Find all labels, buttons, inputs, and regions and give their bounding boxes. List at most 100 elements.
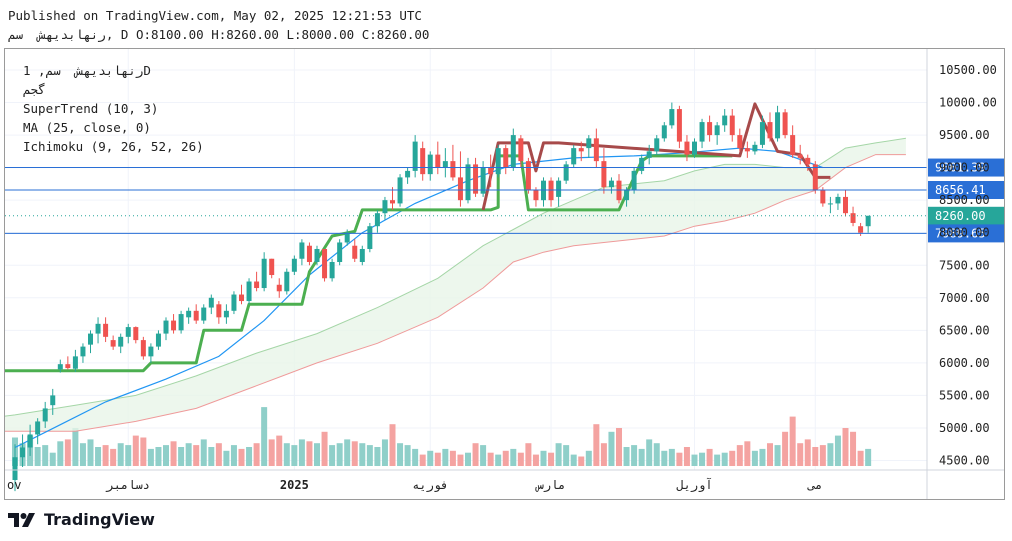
candle-body[interactable] (382, 200, 388, 214)
candle-body[interactable] (835, 196, 841, 204)
candle-body[interactable] (306, 245, 312, 262)
candle-body[interactable] (12, 457, 18, 481)
candle-body[interactable] (782, 112, 788, 136)
candle-body[interactable] (601, 161, 607, 188)
candle-body[interactable] (359, 248, 365, 262)
candle-body[interactable] (790, 135, 796, 155)
candle-body[interactable] (291, 258, 297, 272)
candle-body[interactable] (367, 226, 373, 249)
legend-supertrend[interactable]: SuperTrend (10, 3) (23, 101, 159, 116)
candle-body[interactable] (473, 164, 479, 194)
candle-body[interactable] (118, 336, 124, 347)
candle-body[interactable] (27, 434, 33, 448)
candle-body[interactable] (352, 245, 358, 259)
candle-body[interactable] (65, 364, 71, 369)
candle-body[interactable] (699, 122, 705, 142)
candle-body[interactable] (20, 447, 26, 458)
candle-body[interactable] (269, 258, 275, 276)
candle-body[interactable] (171, 320, 177, 331)
candle-body[interactable] (35, 421, 41, 435)
candle-body[interactable] (216, 304, 222, 318)
candle-body[interactable] (110, 340, 116, 347)
candle-body[interactable] (337, 242, 343, 262)
candle-body[interactable] (254, 281, 260, 289)
candle-body[interactable] (759, 122, 765, 145)
candle-body[interactable] (624, 190, 630, 201)
candle-body[interactable] (276, 284, 282, 292)
candle-body[interactable] (246, 281, 252, 302)
candle-body[interactable] (684, 141, 690, 155)
candle-body[interactable] (646, 151, 652, 158)
candle-body[interactable] (752, 144, 758, 152)
candle-body[interactable] (193, 310, 199, 321)
candle-body[interactable] (186, 310, 192, 318)
candle-body[interactable] (95, 323, 101, 334)
candle-body[interactable] (707, 122, 713, 136)
candle-body[interactable] (163, 320, 169, 334)
candle-body[interactable] (57, 364, 63, 370)
candle-body[interactable] (201, 307, 207, 321)
candle-body[interactable] (533, 190, 539, 201)
candle-body[interactable] (639, 157, 645, 171)
candle-body[interactable] (865, 215, 871, 227)
legend-ma[interactable]: MA (25, close, 0) (23, 120, 151, 135)
candle-body[interactable] (344, 232, 350, 243)
candle-body[interactable] (843, 196, 848, 214)
candle-body[interactable] (518, 138, 524, 162)
candle-body[interactable] (586, 138, 592, 149)
candle-body[interactable] (435, 154, 441, 168)
candle-body[interactable] (457, 177, 463, 201)
candle-body[interactable] (125, 327, 131, 337)
tradingview-logo[interactable]: TradingView (8, 510, 155, 529)
candle-body[interactable] (420, 148, 426, 175)
candle-body[interactable] (465, 164, 471, 201)
candle-body[interactable] (427, 154, 433, 175)
candle-body[interactable] (858, 226, 864, 233)
candle-body[interactable] (80, 346, 86, 357)
candle-body[interactable] (231, 294, 237, 311)
candle-body[interactable] (797, 154, 803, 158)
candle-body[interactable] (812, 164, 818, 191)
candle-body[interactable] (140, 340, 146, 357)
candle-body[interactable] (88, 333, 93, 345)
candle-body[interactable] (775, 112, 781, 139)
candle-body[interactable] (208, 297, 214, 308)
candle-body[interactable] (390, 200, 395, 204)
candle-body[interactable] (737, 135, 743, 149)
candle-body[interactable] (722, 115, 728, 126)
candle-body[interactable] (593, 138, 599, 162)
candle-body[interactable] (314, 248, 320, 262)
candle-body[interactable] (42, 408, 48, 422)
candle-body[interactable] (178, 314, 184, 331)
candle-body[interactable] (654, 138, 660, 152)
price-chart[interactable]: 9001.39 8656.41 8260.00 7989.65 10500.00 1000… (5, 49, 1004, 499)
candle-body[interactable] (133, 327, 139, 341)
candle-body[interactable] (480, 167, 486, 194)
candle-body[interactable] (239, 294, 244, 302)
candle-body[interactable] (744, 148, 750, 152)
candle-body[interactable] (631, 170, 637, 191)
candle-body[interactable] (322, 248, 328, 279)
candle-body[interactable] (525, 161, 531, 191)
candle-body[interactable] (223, 310, 229, 318)
candle-body[interactable] (714, 125, 720, 136)
candle-body[interactable] (148, 346, 154, 357)
candle-body[interactable] (820, 190, 826, 204)
candle-body[interactable] (563, 164, 569, 181)
candle-body[interactable] (284, 271, 290, 292)
candle-body[interactable] (608, 180, 614, 188)
candle-body[interactable] (676, 109, 682, 142)
candle-body[interactable] (155, 333, 161, 347)
candle-body[interactable] (488, 167, 494, 175)
candle-body[interactable] (442, 161, 448, 168)
legend-ichimoku[interactable]: Ichimoku (9, 26, 52, 26) (23, 139, 204, 154)
candle-body[interactable] (669, 109, 675, 126)
candle-body[interactable] (571, 148, 577, 165)
candle-body[interactable] (261, 258, 267, 289)
candle-body[interactable] (72, 356, 78, 369)
candle-body[interactable] (50, 395, 56, 406)
candle-body[interactable] (299, 242, 305, 259)
candle-body[interactable] (692, 141, 697, 155)
candle-body[interactable] (510, 135, 516, 168)
candle-body[interactable] (503, 148, 509, 168)
